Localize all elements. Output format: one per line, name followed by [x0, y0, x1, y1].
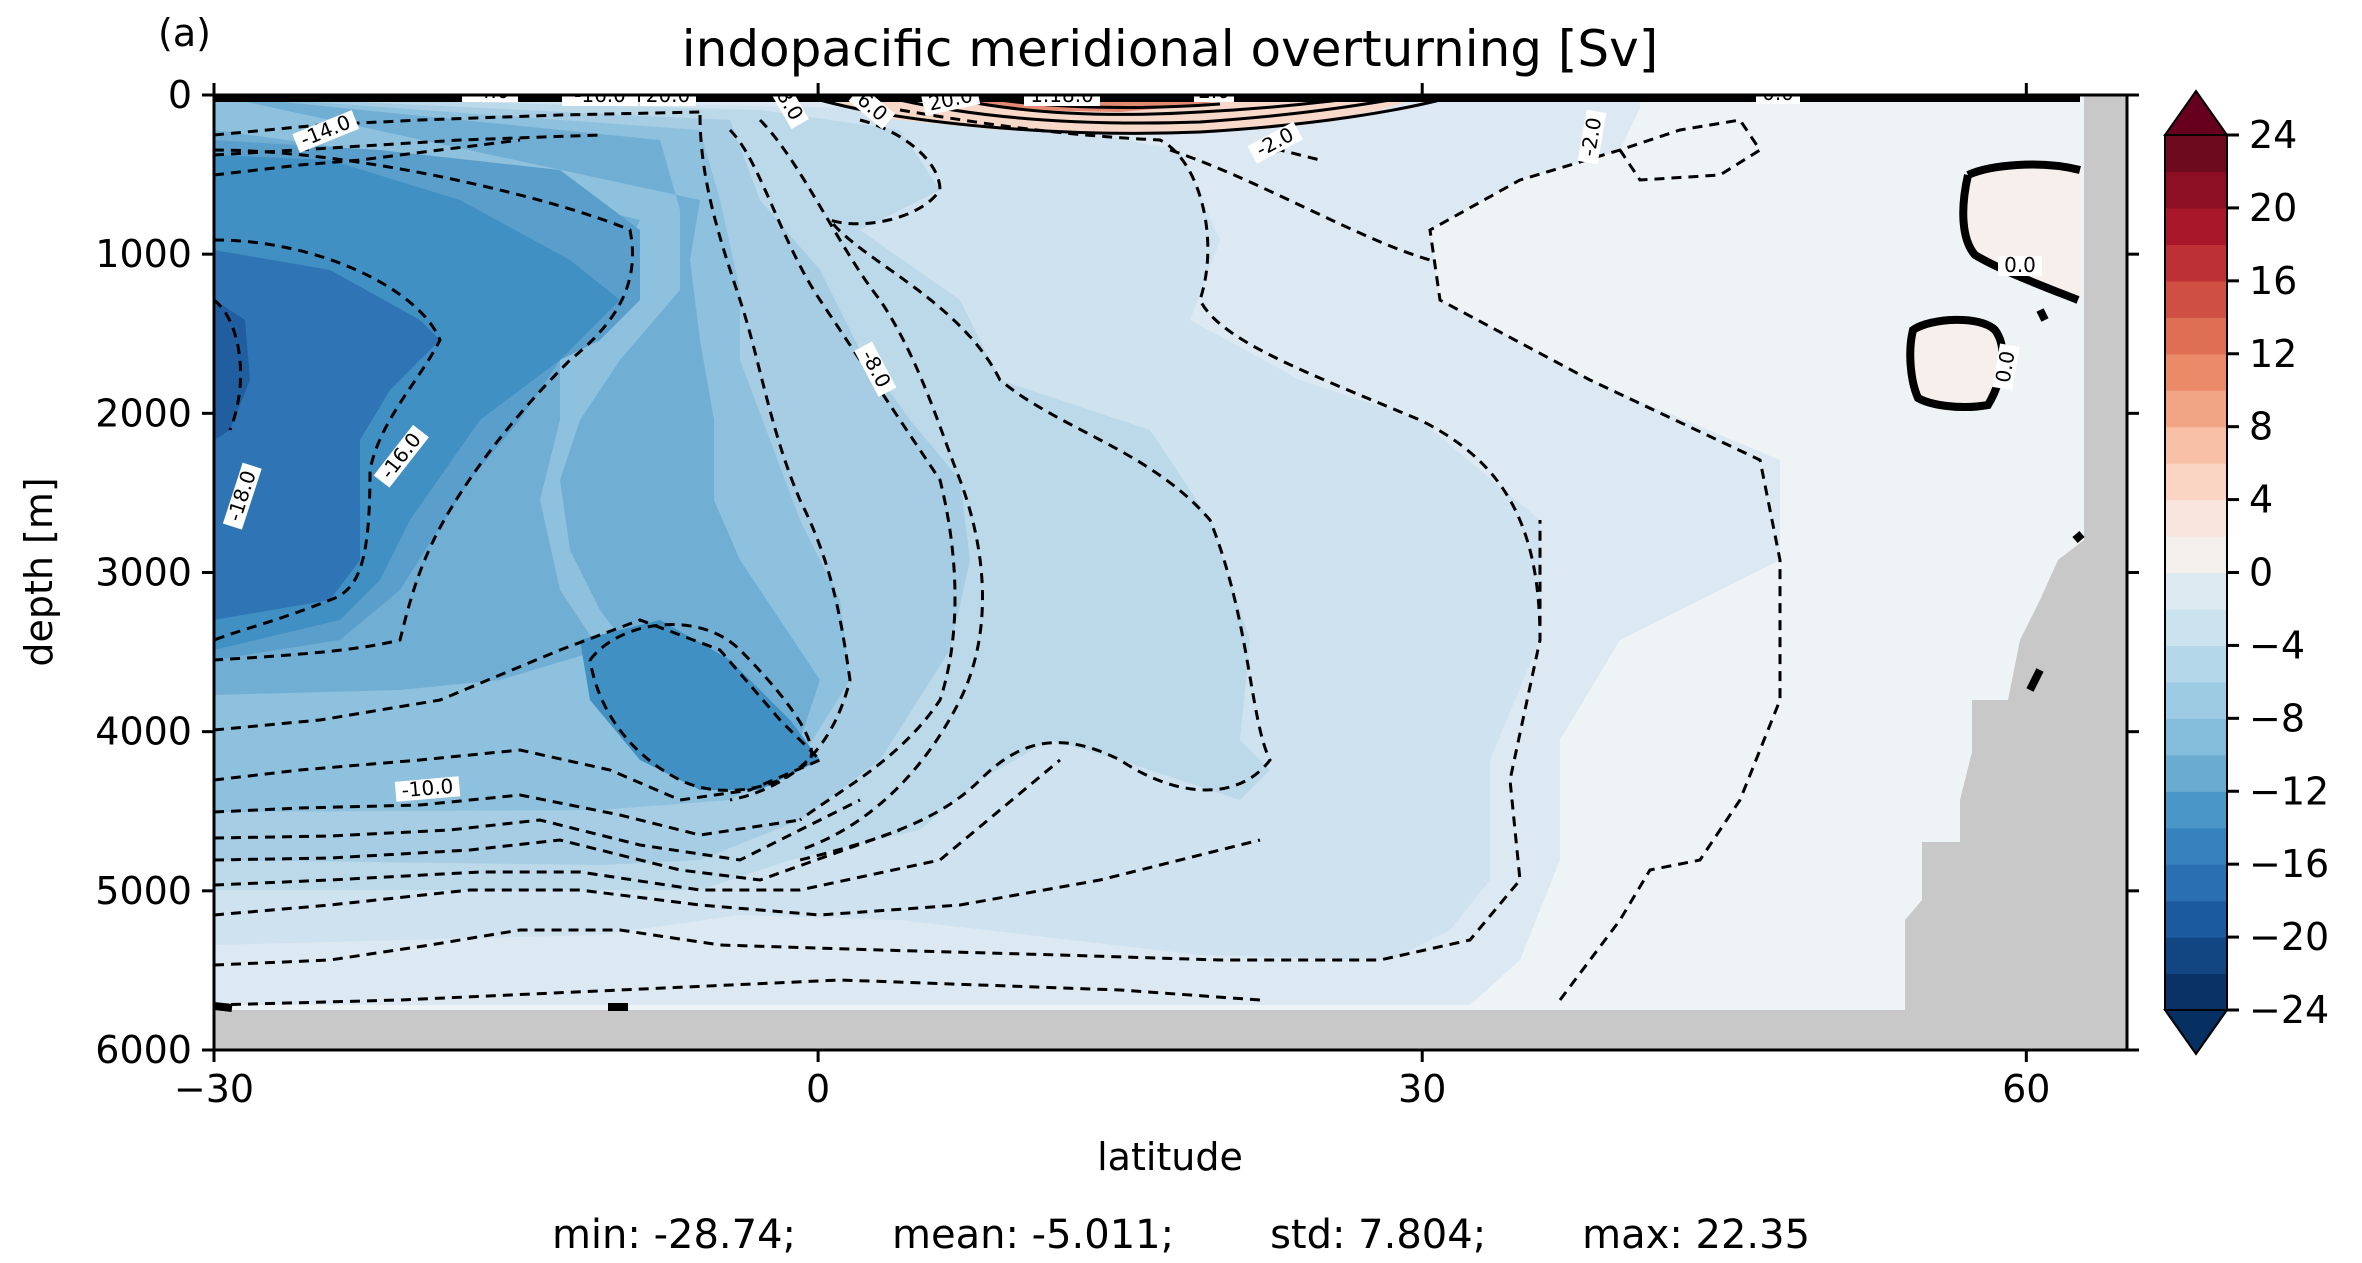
colorbar-tick-label: −8 [2249, 696, 2305, 740]
contour-label: 20.0 [646, 83, 691, 107]
stat-mean: mean: -5.011; [892, 1212, 1175, 1258]
colorbar-band [2165, 317, 2227, 355]
colorbar-band [2165, 864, 2227, 902]
colorbar-tick-label: 0 [2249, 551, 2273, 595]
contour-label: 2.0 [1198, 79, 1230, 103]
y-tick-label: 5000 [95, 869, 192, 913]
band-minus-18 [214, 250, 440, 620]
colorbar-band [2165, 718, 2227, 756]
y-tick-label: 1000 [95, 232, 192, 276]
contour-label: -4.0 [470, 79, 509, 103]
x-tick-label: 0 [806, 1067, 830, 1111]
colorbar-band [2165, 900, 2227, 938]
colorbar-band [2165, 754, 2227, 792]
colorbar-band [2165, 207, 2227, 245]
colorbar-band [2165, 463, 2227, 501]
land-mask-right [2084, 95, 2127, 1050]
colorbar-tick-label: 4 [2249, 478, 2273, 522]
colorbar-tick-label: 8 [2249, 405, 2273, 449]
plot-area: -4.0 -16.0 20.0 -14.0 -18.0 -16.0 -10.0 … [214, 79, 2127, 1050]
colorbar-band [2165, 937, 2227, 975]
y-tick-label: 0 [168, 73, 192, 117]
contour-label: -10.0 [401, 774, 455, 802]
y-axis-label: depth [m] [17, 477, 61, 666]
x-axis-label: latitude [1097, 1135, 1243, 1179]
stat-min: min: -28.74; [551, 1212, 797, 1258]
colorbar-tick-label: −4 [2249, 623, 2305, 667]
y-tick-label: 4000 [95, 710, 192, 754]
y-tick-label: 6000 [95, 1028, 192, 1072]
positive-contours [819, 98, 1441, 135]
colorbar-band [2165, 536, 2227, 574]
y-axis: 0 1000 2000 3000 4000 5000 6000 [95, 73, 2139, 1072]
contour-label: 0.0 [1762, 81, 1794, 105]
colorbar-extend-max [2163, 89, 2229, 136]
colorbar-tick-label: −12 [2249, 769, 2329, 813]
colorbar-band [2165, 499, 2227, 537]
colorbar-tick-label: −24 [2249, 988, 2329, 1032]
colorbar-tick-label: −20 [2249, 915, 2329, 959]
colorbar-tick-label: −16 [2249, 842, 2329, 886]
patch-positive-upper [1962, 165, 2080, 300]
colorbar-tick-label: 16 [2249, 259, 2297, 303]
chart-title: indopacific meridional overturning [Sv] [682, 20, 1659, 78]
colorbar-tick-label: 24 [2249, 113, 2297, 157]
stats-line: min: -28.74; mean: -5.011; std: 7.804; max:… [0, 1212, 2362, 1258]
band-minus-12 [214, 95, 820, 780]
colorbar-tick-label: 12 [2249, 332, 2297, 376]
colorbar-band [2165, 572, 2227, 610]
contour-label: 0.0 [2004, 253, 2036, 277]
colorbar-band [2165, 353, 2227, 391]
negative-contours [214, 108, 1782, 1007]
band-minus-20 [214, 300, 250, 440]
colorbar-band [2165, 244, 2227, 282]
colorbar-extend-min [2163, 1009, 2229, 1056]
colorbar-band [2165, 426, 2227, 464]
colorbar: 24 20 16 12 8 4 0 −4 −8 −12 −16 −20 −24 [2163, 89, 2329, 1056]
land-mask [214, 95, 2127, 1050]
colorbar-band [2165, 681, 2227, 719]
colorbar-band [2165, 973, 2227, 1011]
contour-label: 1.18.0 [1030, 83, 1094, 107]
x-tick-label: 30 [1398, 1067, 1446, 1111]
colorbar-band [2165, 171, 2227, 209]
panel-label: (a) [158, 11, 211, 55]
y-tick-label: 3000 [95, 551, 192, 595]
colorbar-band [2165, 645, 2227, 683]
y-tick-label: 2000 [95, 391, 192, 435]
colorbar-band [2165, 390, 2227, 428]
stat-max: max: 22.35 [1582, 1212, 1811, 1258]
colorbar-band [2165, 135, 2227, 173]
colorbar-band [2165, 608, 2227, 647]
contour-label: 0.0 [1991, 349, 2020, 384]
contour-label: -16.0 [574, 83, 626, 107]
stat-std: std: 7.804; [1270, 1212, 1487, 1258]
colorbar-band [2165, 280, 2227, 318]
patch-positive-lower [1910, 318, 2006, 408]
x-tick-label: −30 [174, 1067, 254, 1111]
colorbar-band [2165, 827, 2227, 865]
band-minus-16b [580, 620, 820, 790]
colorbar-tick-label: 20 [2249, 186, 2297, 230]
x-tick-label: 60 [2002, 1067, 2050, 1111]
x-axis: −30 0 30 60 [174, 83, 2050, 1111]
colorbar-band [2165, 791, 2227, 829]
